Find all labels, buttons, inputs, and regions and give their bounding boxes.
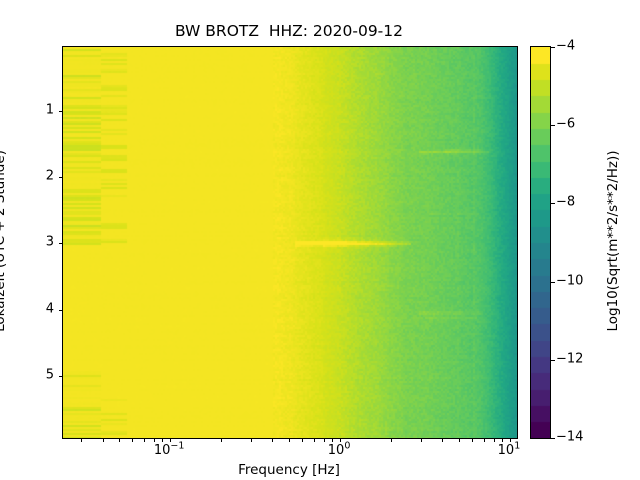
colorbar-label: Log10(Sqrt(m**2/s**2/Hz)) bbox=[605, 150, 621, 332]
x-tick-minor bbox=[472, 438, 474, 442]
y-tick-mark bbox=[58, 243, 63, 245]
colorbar-tick-label: −14 bbox=[556, 429, 584, 445]
colorbar-tick-mark bbox=[550, 359, 555, 361]
x-tick-minor bbox=[332, 438, 334, 442]
x-tick-minor bbox=[502, 438, 504, 442]
x-tick-minor bbox=[421, 438, 423, 442]
x-tick-minor bbox=[251, 438, 253, 442]
x-tick-major bbox=[340, 437, 342, 442]
y-tick-mark bbox=[58, 309, 63, 311]
x-tick-label: 100 bbox=[327, 440, 351, 458]
x-tick-minor bbox=[391, 438, 393, 442]
x-tick-label: 101 bbox=[497, 440, 521, 458]
y-tick-mark bbox=[58, 111, 63, 113]
y-tick-label: 1 bbox=[45, 102, 54, 118]
x-tick-minor bbox=[483, 438, 485, 442]
y-tick-mark bbox=[58, 375, 63, 377]
x-tick-major bbox=[170, 437, 172, 442]
x-tick-minor bbox=[323, 438, 325, 442]
x-tick-major bbox=[509, 437, 511, 442]
x-tick-minor bbox=[102, 438, 104, 442]
colorbar[interactable] bbox=[530, 46, 555, 439]
x-axis-label: Frequency [Hz] bbox=[238, 462, 340, 478]
y-tick-label: 4 bbox=[45, 301, 54, 317]
colorbar-tick-mark bbox=[550, 281, 555, 283]
x-tick-minor bbox=[493, 438, 495, 442]
x-tick-minor bbox=[132, 438, 134, 442]
colorbar-tick-label: −4 bbox=[556, 38, 576, 54]
colorbar-tick-label: −12 bbox=[556, 351, 584, 367]
colorbar-tick-mark bbox=[550, 125, 555, 127]
x-tick-label: 10−1 bbox=[153, 440, 185, 458]
x-tick-minor bbox=[162, 438, 164, 442]
x-tick-minor bbox=[458, 438, 460, 442]
colorbar-tick-mark bbox=[550, 47, 555, 48]
y-tick-label: 3 bbox=[45, 234, 54, 250]
colorbar-tick-label: −8 bbox=[556, 194, 576, 210]
x-tick-minor bbox=[153, 438, 155, 442]
colorbar-tick-label: −6 bbox=[556, 116, 576, 132]
x-tick-minor bbox=[81, 438, 83, 442]
colorbar-gradient bbox=[531, 47, 550, 438]
spectrogram-plot-area[interactable] bbox=[58, 46, 518, 442]
x-tick-minor bbox=[313, 438, 315, 442]
y-tick-mark bbox=[58, 177, 63, 179]
colorbar-tick-label: −10 bbox=[556, 273, 584, 289]
spectrogram-image bbox=[63, 47, 517, 438]
x-tick-minor bbox=[288, 438, 290, 442]
x-tick-minor bbox=[119, 438, 121, 442]
colorbar-tick-mark bbox=[550, 203, 555, 205]
y-tick-label: 5 bbox=[45, 367, 54, 383]
x-tick-minor bbox=[143, 438, 145, 442]
x-tick-minor bbox=[442, 438, 444, 442]
x-tick-minor bbox=[272, 438, 274, 442]
x-tick-minor bbox=[221, 438, 223, 442]
x-tick-minor bbox=[302, 438, 304, 442]
chart-title: BW BROTZ HHZ: 2020-09-12 bbox=[174, 22, 404, 40]
y-tick-label: 2 bbox=[45, 168, 54, 184]
y-axis-label: Lokalzeit (UTC + 2 Stunde) bbox=[0, 150, 8, 332]
colorbar-tick-mark bbox=[550, 438, 555, 439]
